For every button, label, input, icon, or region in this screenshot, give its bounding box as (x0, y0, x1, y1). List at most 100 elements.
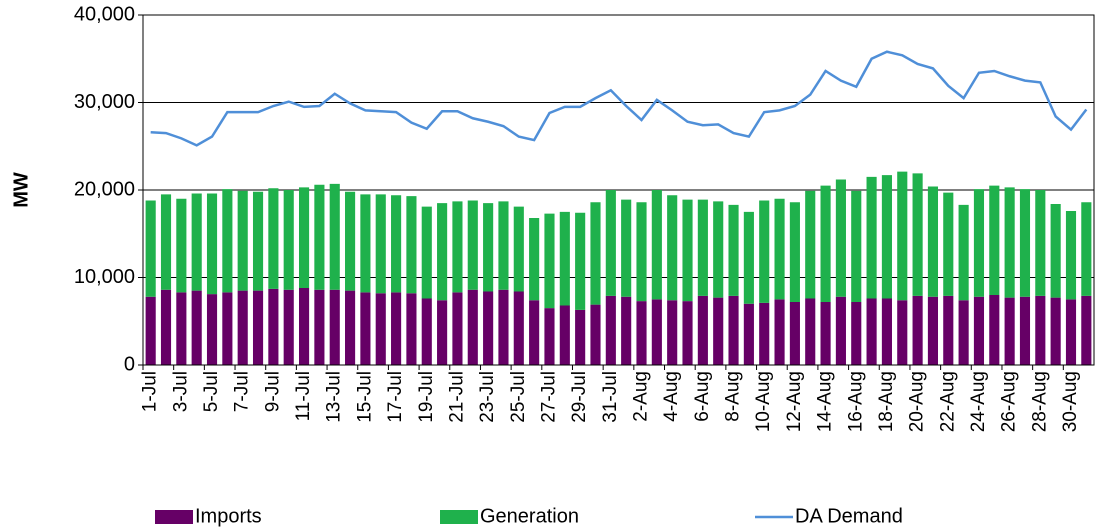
x-tick-label: 16-Aug (845, 371, 866, 432)
bar (759, 302, 770, 365)
bar (406, 293, 417, 365)
bar (452, 292, 463, 365)
bar (206, 294, 218, 365)
bar (268, 188, 279, 289)
bar (544, 213, 555, 309)
bar (605, 190, 616, 296)
bar (682, 301, 693, 365)
bar (958, 204, 969, 301)
bar (697, 199, 708, 296)
x-tick-label: 12-Aug (784, 371, 805, 432)
bar (728, 295, 739, 365)
line (150, 50, 1088, 147)
bar (651, 299, 662, 365)
bar (743, 303, 754, 365)
legend-swatch (440, 510, 478, 524)
bar (1050, 204, 1061, 298)
bar (789, 202, 800, 302)
bar (314, 184, 325, 290)
bar (329, 183, 340, 290)
bar (743, 211, 754, 304)
bar (697, 295, 708, 365)
x-tick-label: 20-Aug (907, 371, 928, 432)
bar (498, 201, 509, 290)
bar (866, 298, 877, 365)
bar (897, 171, 908, 301)
bar (927, 186, 939, 297)
bar (437, 300, 448, 365)
x-tick-label: 30-Aug (1060, 371, 1081, 432)
x-tick-label: 4-Aug (661, 371, 682, 422)
bar (237, 290, 248, 365)
bar (835, 179, 846, 297)
bar (1004, 297, 1015, 365)
x-tick-label: 13-Jul (324, 371, 345, 423)
bar (636, 301, 647, 365)
bar (345, 191, 356, 291)
bar (851, 190, 862, 302)
bar (391, 292, 402, 365)
bar (498, 289, 509, 365)
y-tick-label: 20,000 (74, 178, 135, 200)
bar (513, 206, 524, 292)
bar (835, 296, 846, 365)
bar (298, 187, 310, 288)
bar (605, 295, 616, 365)
bar (421, 206, 432, 299)
bar (636, 202, 647, 302)
x-tick-label: 6-Aug (692, 371, 713, 422)
bar (329, 289, 340, 365)
bar (145, 296, 156, 365)
y-tick-label: 0 (124, 353, 135, 375)
bar (437, 203, 448, 301)
bar (973, 296, 985, 365)
x-tick-label: 23-Jul (477, 371, 498, 423)
bar (145, 200, 156, 297)
bar (529, 218, 540, 301)
bar (544, 308, 555, 365)
bar (452, 201, 463, 293)
x-tick-label: 3-Jul (170, 371, 191, 412)
bar (1065, 299, 1077, 365)
bar (805, 298, 816, 365)
bar (912, 173, 923, 296)
x-tick-label: 17-Jul (385, 371, 406, 423)
bar (590, 304, 601, 365)
bar (621, 199, 632, 297)
bar (160, 289, 172, 365)
bar (1081, 295, 1092, 365)
x-tick-label: 10-Aug (753, 371, 774, 432)
x-tick-label: 9-Jul (262, 371, 283, 412)
bar (191, 193, 202, 291)
bar (1004, 187, 1015, 298)
bar (667, 300, 678, 365)
bar (391, 195, 402, 293)
legend-swatch (155, 510, 193, 524)
bar (483, 203, 494, 292)
bar (1019, 296, 1031, 365)
bar (176, 292, 187, 365)
bar (667, 195, 678, 301)
x-tick-label: 21-Jul (446, 371, 467, 423)
bar (375, 194, 386, 294)
x-tick-label: 19-Jul (416, 371, 437, 423)
bar (483, 291, 494, 365)
bar (160, 194, 172, 290)
y-axis-label: MW (10, 172, 32, 208)
bar (1019, 189, 1031, 297)
bar (851, 302, 862, 365)
bar (590, 202, 601, 305)
x-tick-label: 1-Jul (140, 371, 161, 412)
bar (529, 300, 540, 365)
bar (176, 198, 187, 293)
bar (252, 191, 264, 291)
bar (989, 295, 1000, 365)
bar (958, 300, 969, 365)
bar (283, 190, 294, 290)
bar (406, 196, 417, 294)
x-tick-label: 29-Jul (569, 371, 590, 423)
bar (298, 288, 310, 365)
x-tick-label: 14-Aug (815, 371, 836, 432)
legend-label: Generation (480, 505, 579, 527)
